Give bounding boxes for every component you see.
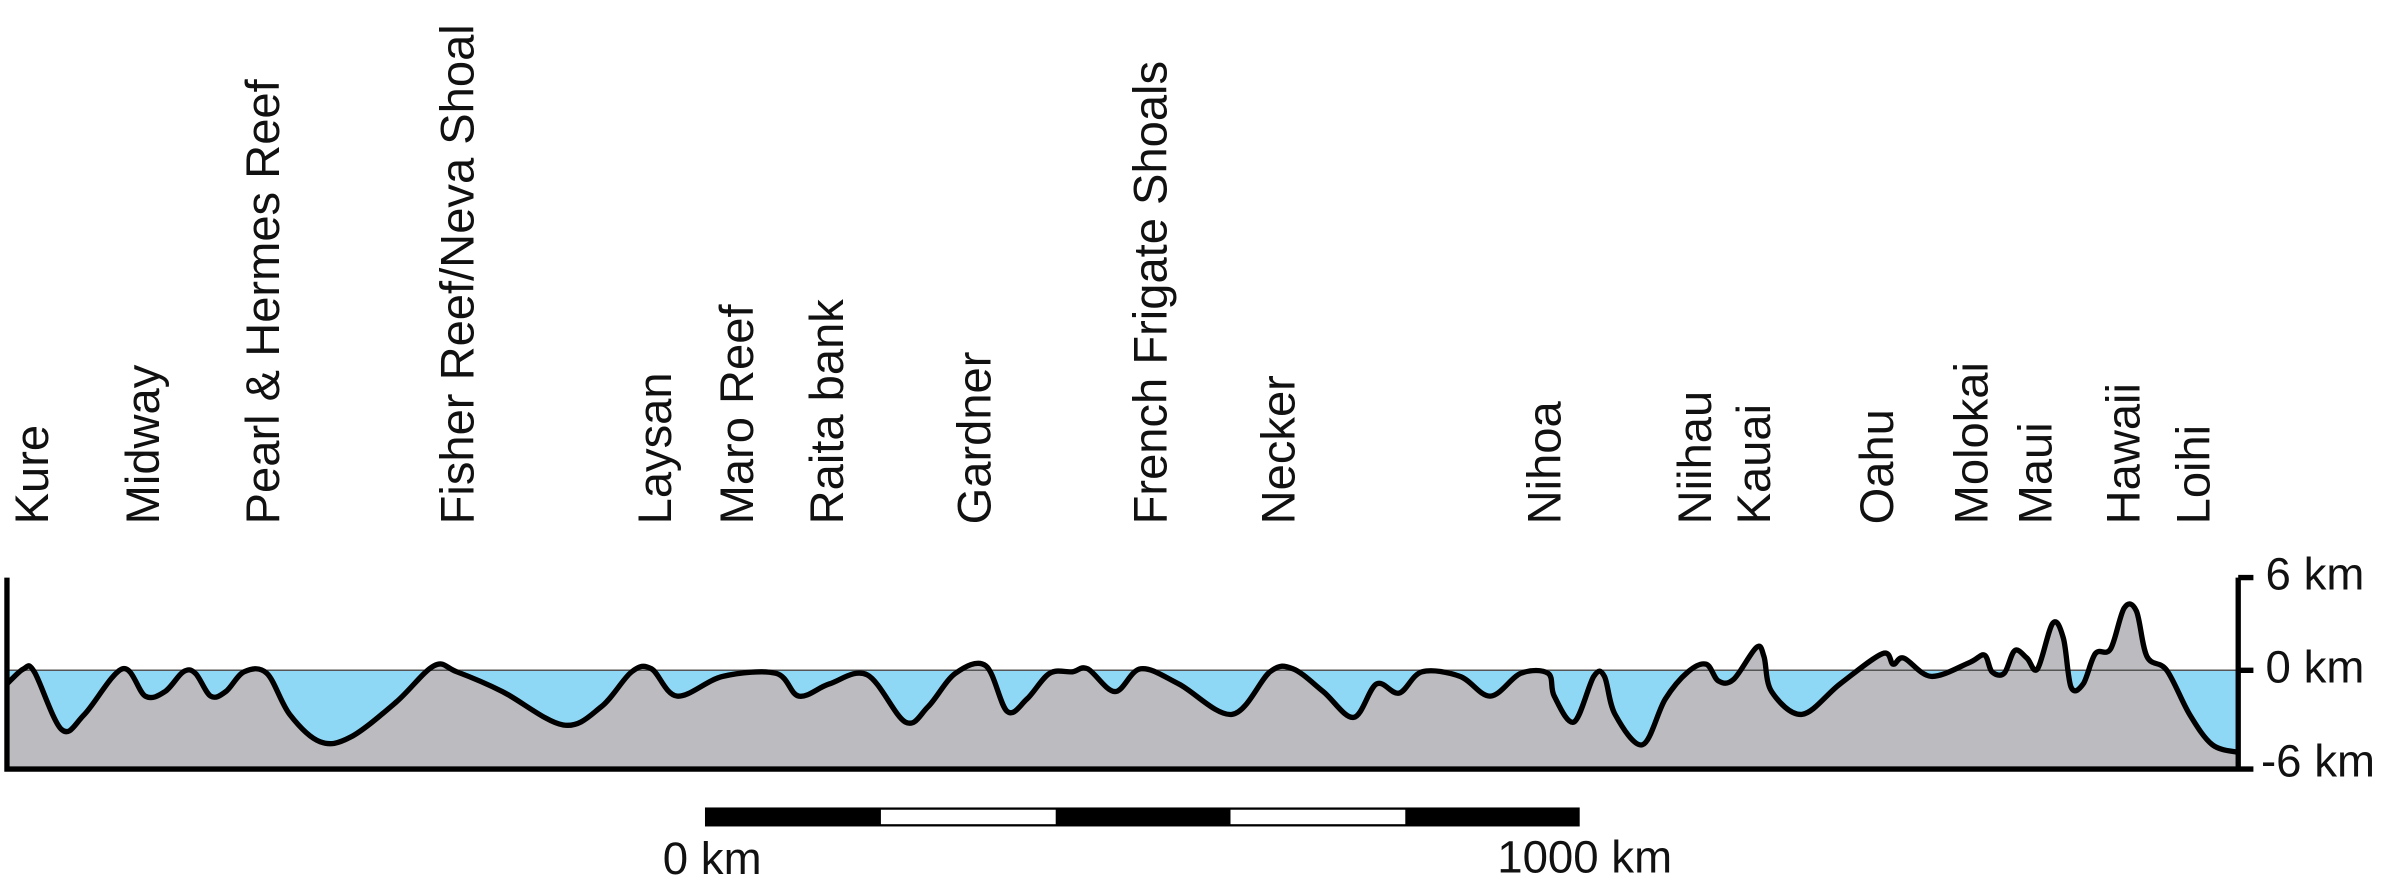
island-label: Loihi xyxy=(2166,425,2219,525)
island-label: Pearl & Hermes Reef xyxy=(236,78,289,524)
island-label: Hawaii xyxy=(2096,383,2149,524)
scale-label: 1000 km xyxy=(1497,831,1672,877)
island-label: Necker xyxy=(1251,375,1304,524)
island-label: Nihoa xyxy=(1517,400,1570,524)
island-label: Molokai xyxy=(1944,362,1997,524)
island-label: Kauai xyxy=(1727,404,1780,524)
island-label: Maui xyxy=(2008,422,2061,524)
island-label: Kure xyxy=(5,425,58,525)
axis-label: -6 km xyxy=(2261,736,2375,787)
island-label: Midway xyxy=(116,364,169,524)
frame xyxy=(4,574,2254,772)
profile-line xyxy=(5,601,2239,755)
island-label: Niihau xyxy=(1668,391,1721,525)
island-labels: Kure Midway Pearl & Hermes Reef Fisher Reef… xyxy=(5,24,2219,524)
axis-label: 6 km xyxy=(2266,549,2365,600)
island-label: Oahu xyxy=(1850,409,1903,524)
island-label: Gardner xyxy=(947,352,1000,525)
island-label: Fisher Reef/Neva Shoal xyxy=(431,24,484,524)
island-label: Raita bank xyxy=(800,299,853,525)
axis-label: 0 km xyxy=(2266,641,2365,692)
scale-label: 0 km xyxy=(663,833,762,877)
island-label: Maro Reef xyxy=(710,304,763,525)
island-label: Laysan xyxy=(628,372,681,524)
island-label: French Frigate Shoals xyxy=(1124,61,1177,524)
scale-bar xyxy=(704,807,1580,827)
